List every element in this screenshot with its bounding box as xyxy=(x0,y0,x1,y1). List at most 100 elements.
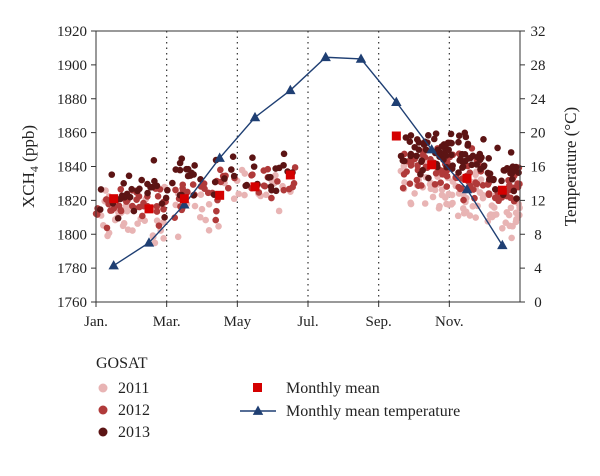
data-point-2013 xyxy=(418,158,425,166)
data-point-2013 xyxy=(476,150,484,158)
y-tick-label: 1760 xyxy=(57,295,87,311)
data-point-2013 xyxy=(424,132,432,139)
data-point-2013 xyxy=(491,185,499,193)
data-point-2013 xyxy=(415,146,423,153)
data-point-2012 xyxy=(456,185,464,193)
data-point-2011 xyxy=(421,200,429,207)
data-point-2012 xyxy=(155,222,163,229)
data-point-2011 xyxy=(448,191,456,199)
data-point-2013 xyxy=(150,157,158,164)
data-point-2012 xyxy=(107,207,114,214)
data-point-2013 xyxy=(144,189,151,197)
data-point-2012 xyxy=(413,176,421,184)
data-point-2012 xyxy=(117,206,124,214)
data-point-2012 xyxy=(212,216,220,224)
temperature-marker xyxy=(285,84,296,95)
data-point-2012 xyxy=(407,159,415,167)
data-point-2012 xyxy=(438,167,445,175)
y2-tick-label: 20 xyxy=(531,126,546,142)
data-point-2013 xyxy=(490,176,497,184)
data-point-2013 xyxy=(96,206,104,213)
data-point-2012 xyxy=(133,196,140,204)
y2-tick-label: 4 xyxy=(534,261,542,277)
data-point-2013 xyxy=(229,153,237,160)
y-tick-label: 1820 xyxy=(57,193,87,209)
legend: GOSAT 2011 2012 2013 Monthly mean Monthly mea… xyxy=(96,355,460,441)
data-point-2012 xyxy=(103,224,111,232)
data-point-2013 xyxy=(438,143,446,150)
data-point-2013 xyxy=(480,162,488,169)
data-point-2013 xyxy=(447,130,455,138)
data-point-2012 xyxy=(485,191,493,199)
data-point-2012 xyxy=(189,181,197,188)
data-point-2013 xyxy=(228,166,235,173)
data-point-2013 xyxy=(267,173,274,181)
monthly-mean-marker xyxy=(109,194,119,204)
legend-marker-mean xyxy=(253,383,262,392)
data-point-2011 xyxy=(160,218,167,226)
data-point-2012 xyxy=(479,182,487,189)
data-point-2013 xyxy=(458,158,466,165)
data-point-2013 xyxy=(118,192,126,199)
data-point-2013 xyxy=(445,146,452,154)
data-point-2012 xyxy=(473,180,481,188)
temperature-marker xyxy=(497,239,508,250)
data-point-2011 xyxy=(472,171,479,179)
monthly-mean-marker xyxy=(285,170,295,180)
data-point-2013 xyxy=(125,172,133,180)
data-point-2011 xyxy=(401,179,408,186)
x-tick-label: May xyxy=(224,314,252,330)
plot-frame xyxy=(95,30,521,303)
data-point-2013 xyxy=(402,134,410,141)
data-point-2011 xyxy=(205,227,213,234)
data-point-2011 xyxy=(435,205,443,212)
data-point-2011 xyxy=(508,234,515,242)
data-point-2011 xyxy=(445,201,453,208)
legend-label-2012: 2012 xyxy=(118,402,150,419)
data-point-2011 xyxy=(160,235,167,242)
monthly-mean-marker xyxy=(215,190,225,200)
data-point-2012 xyxy=(179,181,187,189)
data-point-2011 xyxy=(122,203,130,211)
temperature-marker xyxy=(108,260,119,270)
legend-marker-2013 xyxy=(98,427,108,437)
data-point-2013 xyxy=(178,155,186,162)
data-point-2012 xyxy=(431,181,439,188)
data-point-2013 xyxy=(169,179,176,187)
data-point-2011 xyxy=(202,216,209,224)
data-point-2013 xyxy=(432,130,440,137)
data-point-2011 xyxy=(105,229,113,237)
x-tick-label: Jul. xyxy=(297,314,318,330)
x-tick-label: Nov. xyxy=(435,314,464,330)
data-point-2013 xyxy=(108,171,116,178)
data-point-2011 xyxy=(241,191,248,199)
data-point-2011 xyxy=(477,176,485,183)
data-point-2012 xyxy=(460,196,467,204)
data-point-2012 xyxy=(204,189,212,197)
data-point-2013 xyxy=(448,139,455,147)
data-point-2013 xyxy=(480,135,487,143)
data-point-2013 xyxy=(510,187,518,195)
data-point-2012 xyxy=(139,212,146,220)
data-point-2013 xyxy=(461,129,469,137)
data-point-2013 xyxy=(407,132,415,139)
temperature-marker xyxy=(214,152,225,162)
data-point-2011 xyxy=(120,220,128,227)
x-tick-label: Mar. xyxy=(153,314,181,330)
y-tick-label: 1880 xyxy=(57,92,87,108)
data-point-2011 xyxy=(262,191,270,199)
data-point-2012 xyxy=(268,194,275,202)
data-point-2011 xyxy=(191,202,199,210)
data-point-2013 xyxy=(468,161,476,169)
data-point-2012 xyxy=(403,168,410,175)
y2-tick-label: 32 xyxy=(531,24,546,40)
data-point-2013 xyxy=(130,207,138,215)
data-point-2013 xyxy=(425,174,432,182)
data-point-2013 xyxy=(455,169,462,176)
monthly-mean-marker xyxy=(391,131,401,141)
data-point-2011 xyxy=(488,213,496,221)
data-point-2013 xyxy=(128,185,135,193)
data-point-2013 xyxy=(448,151,455,159)
